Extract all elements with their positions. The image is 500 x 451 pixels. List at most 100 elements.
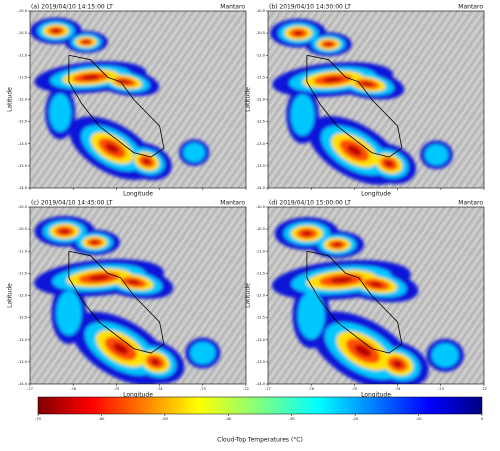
x-axis-label: Longitude: [361, 392, 391, 399]
x-axis-label: Longitude: [123, 191, 153, 198]
y-tick-label: -14.0: [256, 186, 266, 190]
colorbar-tick-label: -30: [289, 417, 296, 421]
y-tick-label: -13.5: [256, 360, 265, 364]
x-tick-label: -76: [70, 387, 77, 391]
cloud: [301, 230, 313, 237]
x-axis-label: Longitude: [361, 191, 391, 198]
cloud: [424, 144, 449, 166]
y-tick-label: -10.5: [256, 227, 265, 231]
x-axis-label: Longitude: [123, 392, 153, 399]
colorbar-tick-label: -50: [162, 417, 169, 421]
y-tick-label: -11.0: [18, 249, 28, 253]
y-axis-label: Latitude: [7, 283, 14, 308]
cloud: [190, 341, 216, 365]
colorbar-tick-label: 0: [481, 417, 484, 421]
cloud: [324, 42, 333, 47]
y-tick-label: -13.0: [256, 338, 266, 342]
cloud-field: [272, 217, 464, 384]
colorbar-tick-label: -10: [416, 417, 423, 421]
y-tick-label: -11.0: [256, 249, 266, 253]
cloud: [49, 93, 72, 132]
cloud: [293, 30, 303, 36]
y-tick-label: -12.5: [18, 316, 27, 320]
cloud: [330, 276, 353, 284]
cloud-field: [34, 215, 221, 384]
cloud: [90, 240, 99, 245]
y-tick-label: -10.0: [256, 9, 266, 13]
y-tick-label: -13.0: [18, 338, 28, 342]
cloud: [142, 158, 151, 165]
cloud: [323, 76, 343, 83]
y-axis-label: Latitude: [245, 87, 252, 112]
panel-title: (d) 2019/04/10 15:00:00 LT: [269, 200, 351, 207]
y-tick-label: -13.0: [256, 142, 266, 146]
x-tick-label: -74: [157, 387, 164, 391]
region-name: Mantaro: [458, 200, 483, 207]
x-tick-label: -76: [308, 387, 315, 391]
colorbar-label: Cloud-Top Temperatures (°C): [217, 437, 303, 444]
cloud: [369, 281, 383, 288]
panel-title: (c) 2019/04/10 14:45:00 LT: [31, 200, 113, 207]
colorbar-tick-label: -60: [98, 417, 105, 421]
cloud: [384, 160, 394, 167]
y-tick-label: -14.0: [256, 382, 266, 386]
y-tick-label: -11.5: [256, 271, 265, 275]
x-tick-label: -74: [395, 387, 402, 391]
map-panel: (b) 2019/04/10 14:30:00 LT Mantaro -10.0 -1…: [245, 4, 485, 198]
y-tick-label: -11.5: [18, 75, 27, 79]
cloud: [290, 94, 315, 136]
cloud: [119, 79, 131, 85]
basin-outline: [306, 54, 403, 158]
x-tick-label: -77: [265, 387, 271, 391]
cloud: [59, 228, 70, 234]
y-tick-label: -10.5: [256, 31, 265, 35]
y-tick-label: -10.0: [18, 9, 28, 13]
y-tick-label: -12.0: [18, 294, 28, 298]
cloud: [81, 74, 100, 80]
y-tick-label: -10.0: [256, 205, 266, 209]
map-panel: (a) 2019/04/10 14:15:00 LT Mantaro -10.0 -1…: [7, 4, 247, 198]
cloud: [346, 144, 362, 156]
x-tick-label: -73: [438, 387, 444, 391]
x-tick-label: -72: [481, 387, 487, 391]
cloud: [56, 291, 82, 336]
cloud-field: [270, 18, 453, 185]
y-tick-label: -10.5: [18, 31, 27, 35]
y-tick-label: -14.0: [18, 382, 28, 386]
colorbar-tick-label: -20: [352, 417, 359, 421]
y-tick-label: -10.0: [18, 205, 28, 209]
cloud: [51, 28, 61, 34]
x-tick-label: -72: [243, 387, 249, 391]
y-tick-label: -11.0: [18, 53, 28, 57]
cloud: [88, 274, 110, 281]
x-tick-label: -75: [351, 387, 357, 391]
y-tick-label: -10.5: [18, 227, 27, 231]
y-tick-label: -12.5: [256, 120, 265, 124]
y-tick-label: -13.5: [18, 360, 27, 364]
y-tick-label: -12.5: [256, 316, 265, 320]
panel-title: (b) 2019/04/10 14:30:00 LT: [269, 4, 351, 11]
region-name: Mantaro: [220, 4, 245, 11]
colorbar: [37, 396, 483, 415]
cloud: [332, 242, 342, 247]
cloud-field: [30, 17, 210, 181]
y-tick-label: -13.0: [18, 142, 28, 146]
x-tick-label: -75: [113, 387, 119, 391]
region-name: Mantaro: [458, 4, 483, 11]
colorbar-tick-label: -40: [225, 417, 232, 421]
map-panel: (d) 2019/04/10 15:00:00 LT Mantaro -10.0 -1…: [245, 200, 487, 399]
cloud: [112, 342, 129, 355]
cloud: [354, 344, 372, 358]
cloud: [297, 291, 325, 340]
basin-outline: [68, 250, 165, 354]
cloud: [150, 358, 160, 366]
cloud: [127, 279, 141, 285]
cloud: [105, 143, 119, 154]
basin-outline: [306, 250, 403, 354]
y-tick-label: -12.0: [256, 294, 266, 298]
panel-title: (a) 2019/04/10 14:15:00 LT: [31, 4, 113, 11]
panels: (a) 2019/04/10 14:15:00 LT Mantaro -10.0 -1…: [7, 4, 487, 399]
y-axis-label: Latitude: [7, 87, 14, 112]
